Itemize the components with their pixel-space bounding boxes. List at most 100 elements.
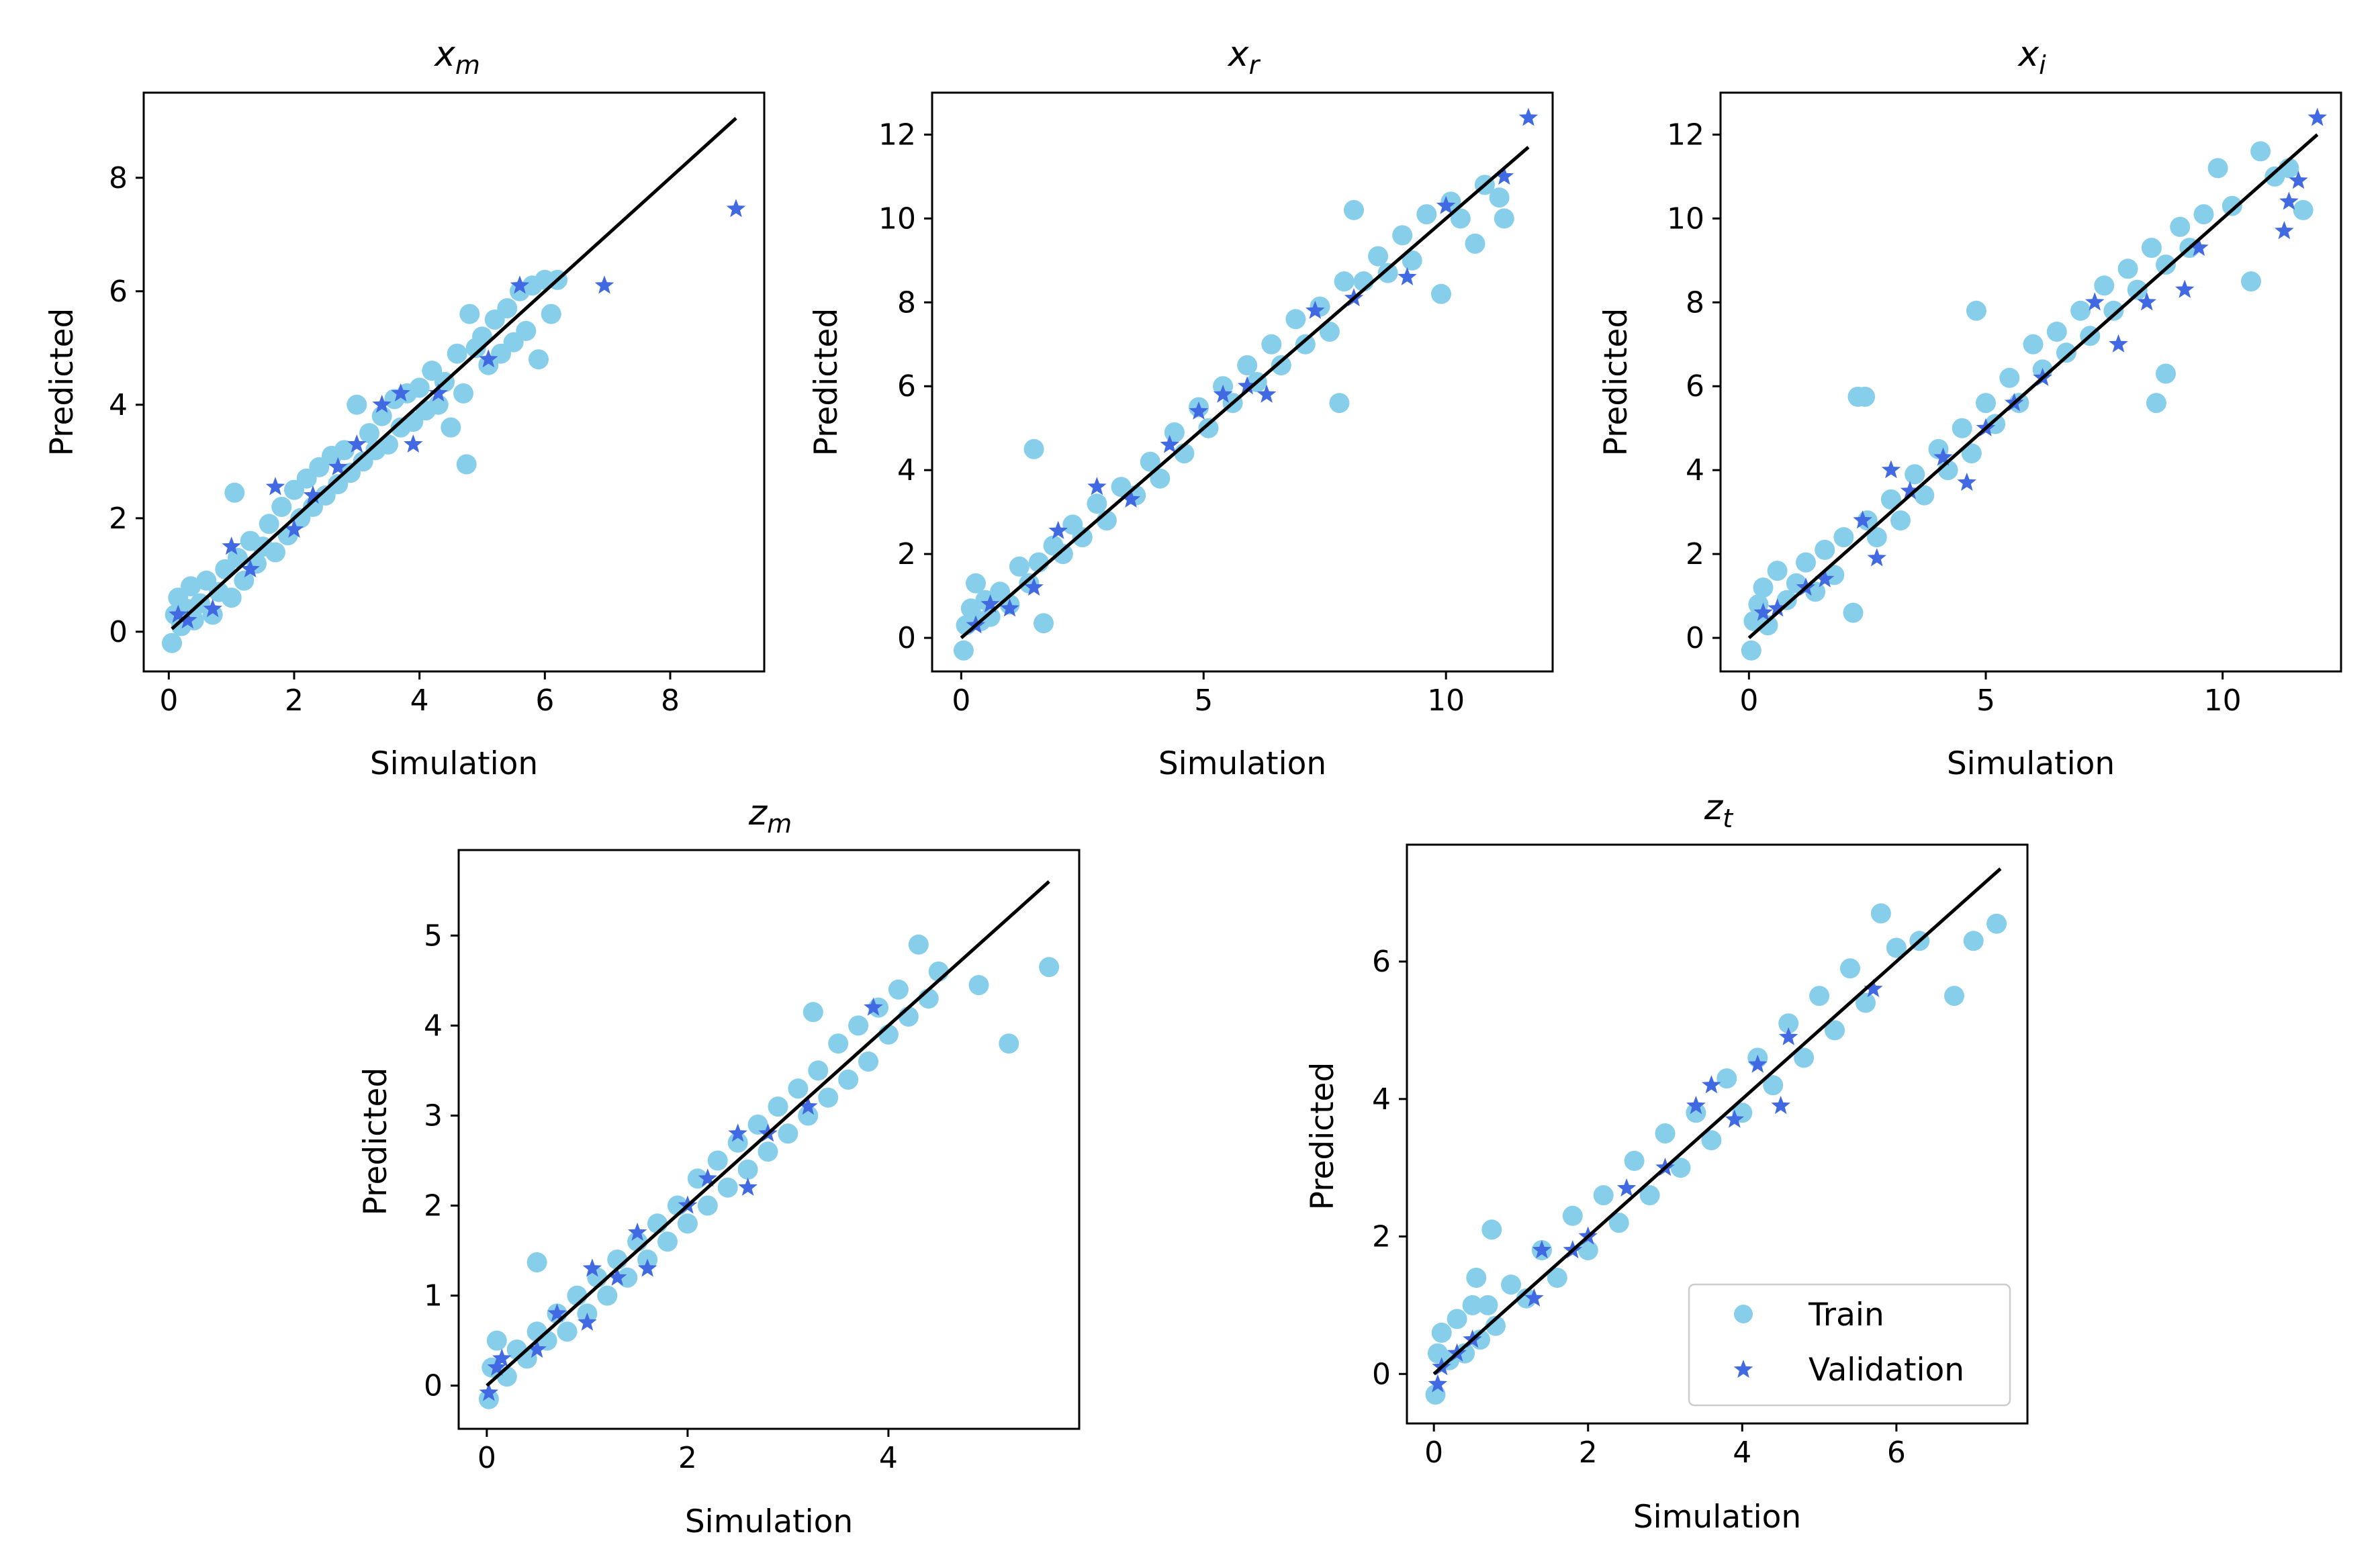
train-point <box>1776 590 1797 610</box>
train-point <box>2222 195 2242 216</box>
y-tick-label: 6 <box>1372 945 1391 979</box>
validation-point <box>1494 166 1514 185</box>
x-axis-label: Simulation <box>370 745 538 782</box>
train-point <box>1150 468 1171 489</box>
validation-point <box>2289 171 2308 189</box>
validation-point <box>1048 520 1068 539</box>
train-point <box>788 1078 809 1099</box>
validation-point <box>479 349 498 368</box>
validation-point <box>578 1312 597 1331</box>
train-point <box>1271 355 1291 375</box>
train-point <box>1547 1268 1567 1288</box>
train-point <box>1329 393 1350 414</box>
train-point <box>428 394 449 415</box>
x-tick-label: 4 <box>879 1441 898 1475</box>
train-point <box>1944 986 1964 1006</box>
panel-title: zm <box>748 793 792 839</box>
train-point <box>1052 544 1073 565</box>
train-point <box>737 1159 758 1180</box>
y-tick-label: 2 <box>424 1189 443 1223</box>
series-validation <box>479 997 883 1401</box>
train-point <box>162 632 182 653</box>
validation-point <box>864 997 883 1016</box>
train-point <box>2293 199 2314 220</box>
train-point <box>234 570 255 591</box>
train-point <box>1890 510 1911 531</box>
train-point <box>1501 1274 1521 1295</box>
validation-point <box>284 519 304 538</box>
validation-point <box>2109 334 2128 353</box>
validation-point <box>1238 376 1257 395</box>
validation-point <box>637 1258 657 1277</box>
train-point <box>1377 263 1398 283</box>
y-tick-label: 0 <box>109 615 128 649</box>
x-axis-label: Simulation <box>1158 745 1326 782</box>
train-point <box>1886 937 1907 958</box>
validation-point <box>1000 598 1019 617</box>
validation-point <box>2137 292 2157 311</box>
train-point <box>953 640 974 661</box>
series-validation <box>169 199 746 629</box>
train-point <box>2046 322 2067 342</box>
train-point <box>181 576 201 597</box>
validation-point <box>1532 1240 1552 1259</box>
train-point <box>1009 556 1029 577</box>
train-point <box>697 1195 718 1216</box>
y-tick-label: 10 <box>1667 201 1704 236</box>
validation-point <box>328 457 348 475</box>
train-point <box>2156 254 2176 275</box>
plot-area: 0 2 4 0 1 2 3 4 5 <box>424 849 1081 1475</box>
validation-point <box>487 1357 507 1376</box>
train-point <box>1767 561 1788 581</box>
validation-point <box>1702 1075 1721 1094</box>
y-tick-label: 4 <box>897 453 916 487</box>
panel-xr: xr 0 5 10 0 2 4 6 8 10 12 Simulation Predicted <box>808 34 1554 782</box>
train-point <box>1986 913 2007 934</box>
train-point <box>1481 1219 1502 1240</box>
validation-point <box>1524 1288 1544 1307</box>
train-point <box>2103 300 2124 321</box>
train-point <box>1477 1295 1498 1315</box>
train-point <box>1111 477 1132 498</box>
train-point <box>808 1060 829 1081</box>
validation-point <box>222 536 241 555</box>
train-point <box>1593 1185 1614 1206</box>
train-point <box>371 406 392 426</box>
validation-point <box>479 1382 499 1401</box>
panel-title: zt <box>1704 788 1734 833</box>
validation-point <box>1867 548 1886 567</box>
train-point <box>1023 438 1044 459</box>
train-point <box>778 1123 798 1144</box>
train-point <box>1870 903 1891 924</box>
validation-point <box>1748 1054 1768 1073</box>
validation-point <box>265 477 285 496</box>
x-tick-label: 0 <box>1739 684 1758 718</box>
legend: Train Validation <box>1688 1283 2011 1407</box>
train-point <box>1039 957 1060 978</box>
y-tick-label: 2 <box>897 537 916 571</box>
validation-point <box>1160 434 1179 453</box>
train-point <box>2207 158 2228 179</box>
axes-frame <box>457 849 1081 1430</box>
validation-point <box>372 394 392 413</box>
y-tick-label: 12 <box>878 118 916 152</box>
fit-line <box>486 880 1050 1387</box>
train-point <box>259 514 279 534</box>
train-point <box>2241 271 2261 292</box>
validation-point <box>510 275 530 294</box>
train-point <box>798 1105 819 1126</box>
x-tick-label: 2 <box>678 1441 697 1475</box>
train-point <box>838 1069 859 1090</box>
validation-point <box>1428 1374 1448 1393</box>
validation-point <box>492 1348 512 1367</box>
x-axis-label: Simulation <box>685 1503 853 1540</box>
x-tick-label: 0 <box>952 684 970 718</box>
validation-point <box>1189 401 1209 420</box>
train-point <box>1840 958 1860 979</box>
legend-validation-marker <box>1733 1360 1753 1378</box>
train-point <box>202 604 223 625</box>
x-tick-label: 0 <box>1424 1436 1443 1470</box>
validation-point <box>1398 267 1417 285</box>
validation-point <box>980 594 1000 613</box>
y-tick-label: 2 <box>1686 537 1704 571</box>
